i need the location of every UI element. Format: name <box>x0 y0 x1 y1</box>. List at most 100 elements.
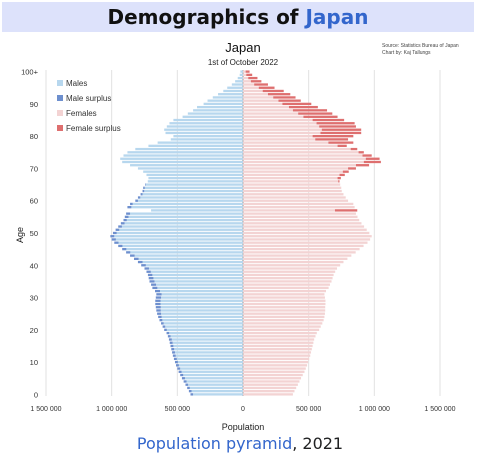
female-bar <box>243 312 325 315</box>
male-bar <box>130 164 243 167</box>
female-bar <box>243 360 309 364</box>
female-surplus-bar <box>350 147 358 151</box>
male-bar <box>145 264 243 267</box>
female-surplus-bar <box>298 112 333 115</box>
male-bar <box>148 176 243 180</box>
female-surplus-bar <box>292 109 328 112</box>
male-bar <box>173 344 243 348</box>
male-surplus-bar <box>155 306 161 309</box>
male-surplus-bar <box>161 322 164 325</box>
female-bar <box>243 283 330 286</box>
male-surplus-bar <box>185 383 189 386</box>
male-surplus-bar <box>118 225 122 228</box>
x-tick-label: 0 <box>241 406 245 413</box>
male-surplus-bar <box>176 364 179 367</box>
y-tick-label: 60 <box>30 197 38 206</box>
male-bar <box>181 370 243 373</box>
female-surplus-bar <box>278 99 301 102</box>
female-bar <box>243 212 356 215</box>
male-surplus-bar <box>114 241 119 244</box>
female-bar <box>243 386 297 390</box>
male-bar <box>173 135 243 138</box>
female-bar <box>243 383 298 386</box>
female-bar <box>243 154 363 157</box>
male-bar <box>161 315 243 319</box>
male-surplus-bar <box>151 283 157 286</box>
female-bar <box>243 73 247 77</box>
female-bar <box>243 335 316 338</box>
female-bar <box>243 322 323 325</box>
male-bar <box>145 183 243 186</box>
female-bar <box>243 331 317 335</box>
female-bar <box>243 76 249 80</box>
female-bar <box>243 160 364 164</box>
banner-title-link[interactable]: Japan <box>305 5 369 29</box>
female-surplus-bar <box>267 93 291 96</box>
population-pyramid-chart: 1 500 000 1 000 000 500 000 0 500 000 1 000 0… <box>15 40 459 432</box>
male-bar <box>174 348 243 351</box>
male-surplus-bar <box>155 302 161 306</box>
male-surplus-bar <box>157 312 162 315</box>
male-bar <box>144 186 243 189</box>
x-tick-label: 1 000 000 <box>96 406 127 413</box>
female-surplus-bar <box>254 83 268 86</box>
y-tick-label: 90 <box>30 100 38 109</box>
female-bar <box>243 254 352 257</box>
male-surplus-bar <box>156 293 162 296</box>
female-surplus-bar <box>316 122 355 125</box>
y-axis-label: Age <box>15 227 25 243</box>
male-surplus-bar <box>112 231 117 235</box>
male-bar <box>152 273 243 277</box>
female-surplus-bar <box>262 89 284 93</box>
y-tick-label: 100+ <box>21 68 39 77</box>
female-bar <box>243 83 255 86</box>
x-tick-label: 1 500 000 <box>424 406 455 413</box>
male-surplus-bar <box>148 277 154 280</box>
male-bar <box>161 296 243 299</box>
female-bar <box>243 170 343 173</box>
female-bar <box>243 144 338 148</box>
female-bar <box>243 328 320 331</box>
female-bar <box>243 222 362 225</box>
female-bar <box>243 202 354 206</box>
male-surplus-bar <box>187 386 190 390</box>
female-bar <box>243 296 325 299</box>
female-bar <box>243 267 338 270</box>
male-surplus-bar <box>190 393 194 396</box>
male-bar <box>174 351 243 354</box>
female-bar <box>243 325 321 328</box>
female-bar <box>243 318 324 322</box>
female-bar <box>243 80 251 83</box>
population-pyramid-figure: 1 500 000 1 000 000 500 000 0 500 000 1 000 0… <box>2 36 474 432</box>
male-bar <box>218 93 243 96</box>
male-bar <box>186 380 243 383</box>
male-surplus-bar <box>155 289 160 293</box>
male-surplus-bar <box>126 251 131 254</box>
female-surplus-bar <box>315 138 349 141</box>
male-surplus-bar <box>177 367 181 370</box>
male-surplus-bar <box>118 244 123 248</box>
female-surplus-bar <box>342 170 349 173</box>
female-bar <box>243 89 263 93</box>
female-bar <box>243 218 360 222</box>
male-surplus-bar <box>183 380 187 383</box>
male-bar <box>147 180 243 183</box>
chart-source-line-1: Source: Statistics Bureau of Japan <box>382 43 459 49</box>
male-bar <box>172 341 243 344</box>
male-bar <box>121 225 243 228</box>
female-surplus-bar <box>320 131 362 135</box>
male-bar <box>157 286 243 290</box>
male-surplus-bar <box>141 264 146 267</box>
male-bar <box>137 167 243 170</box>
male-bar <box>193 393 243 396</box>
male-bar <box>203 102 243 106</box>
legend-label: Female surplus <box>66 124 121 133</box>
caption-link[interactable]: Population pyramid <box>136 434 293 453</box>
male-surplus-bar <box>111 238 116 241</box>
male-bar <box>148 267 243 270</box>
male-surplus-bar <box>180 373 184 377</box>
male-bar <box>189 386 243 390</box>
male-bar <box>146 173 243 177</box>
female-surplus-bar <box>358 151 364 154</box>
male-surplus-bar <box>162 325 166 328</box>
